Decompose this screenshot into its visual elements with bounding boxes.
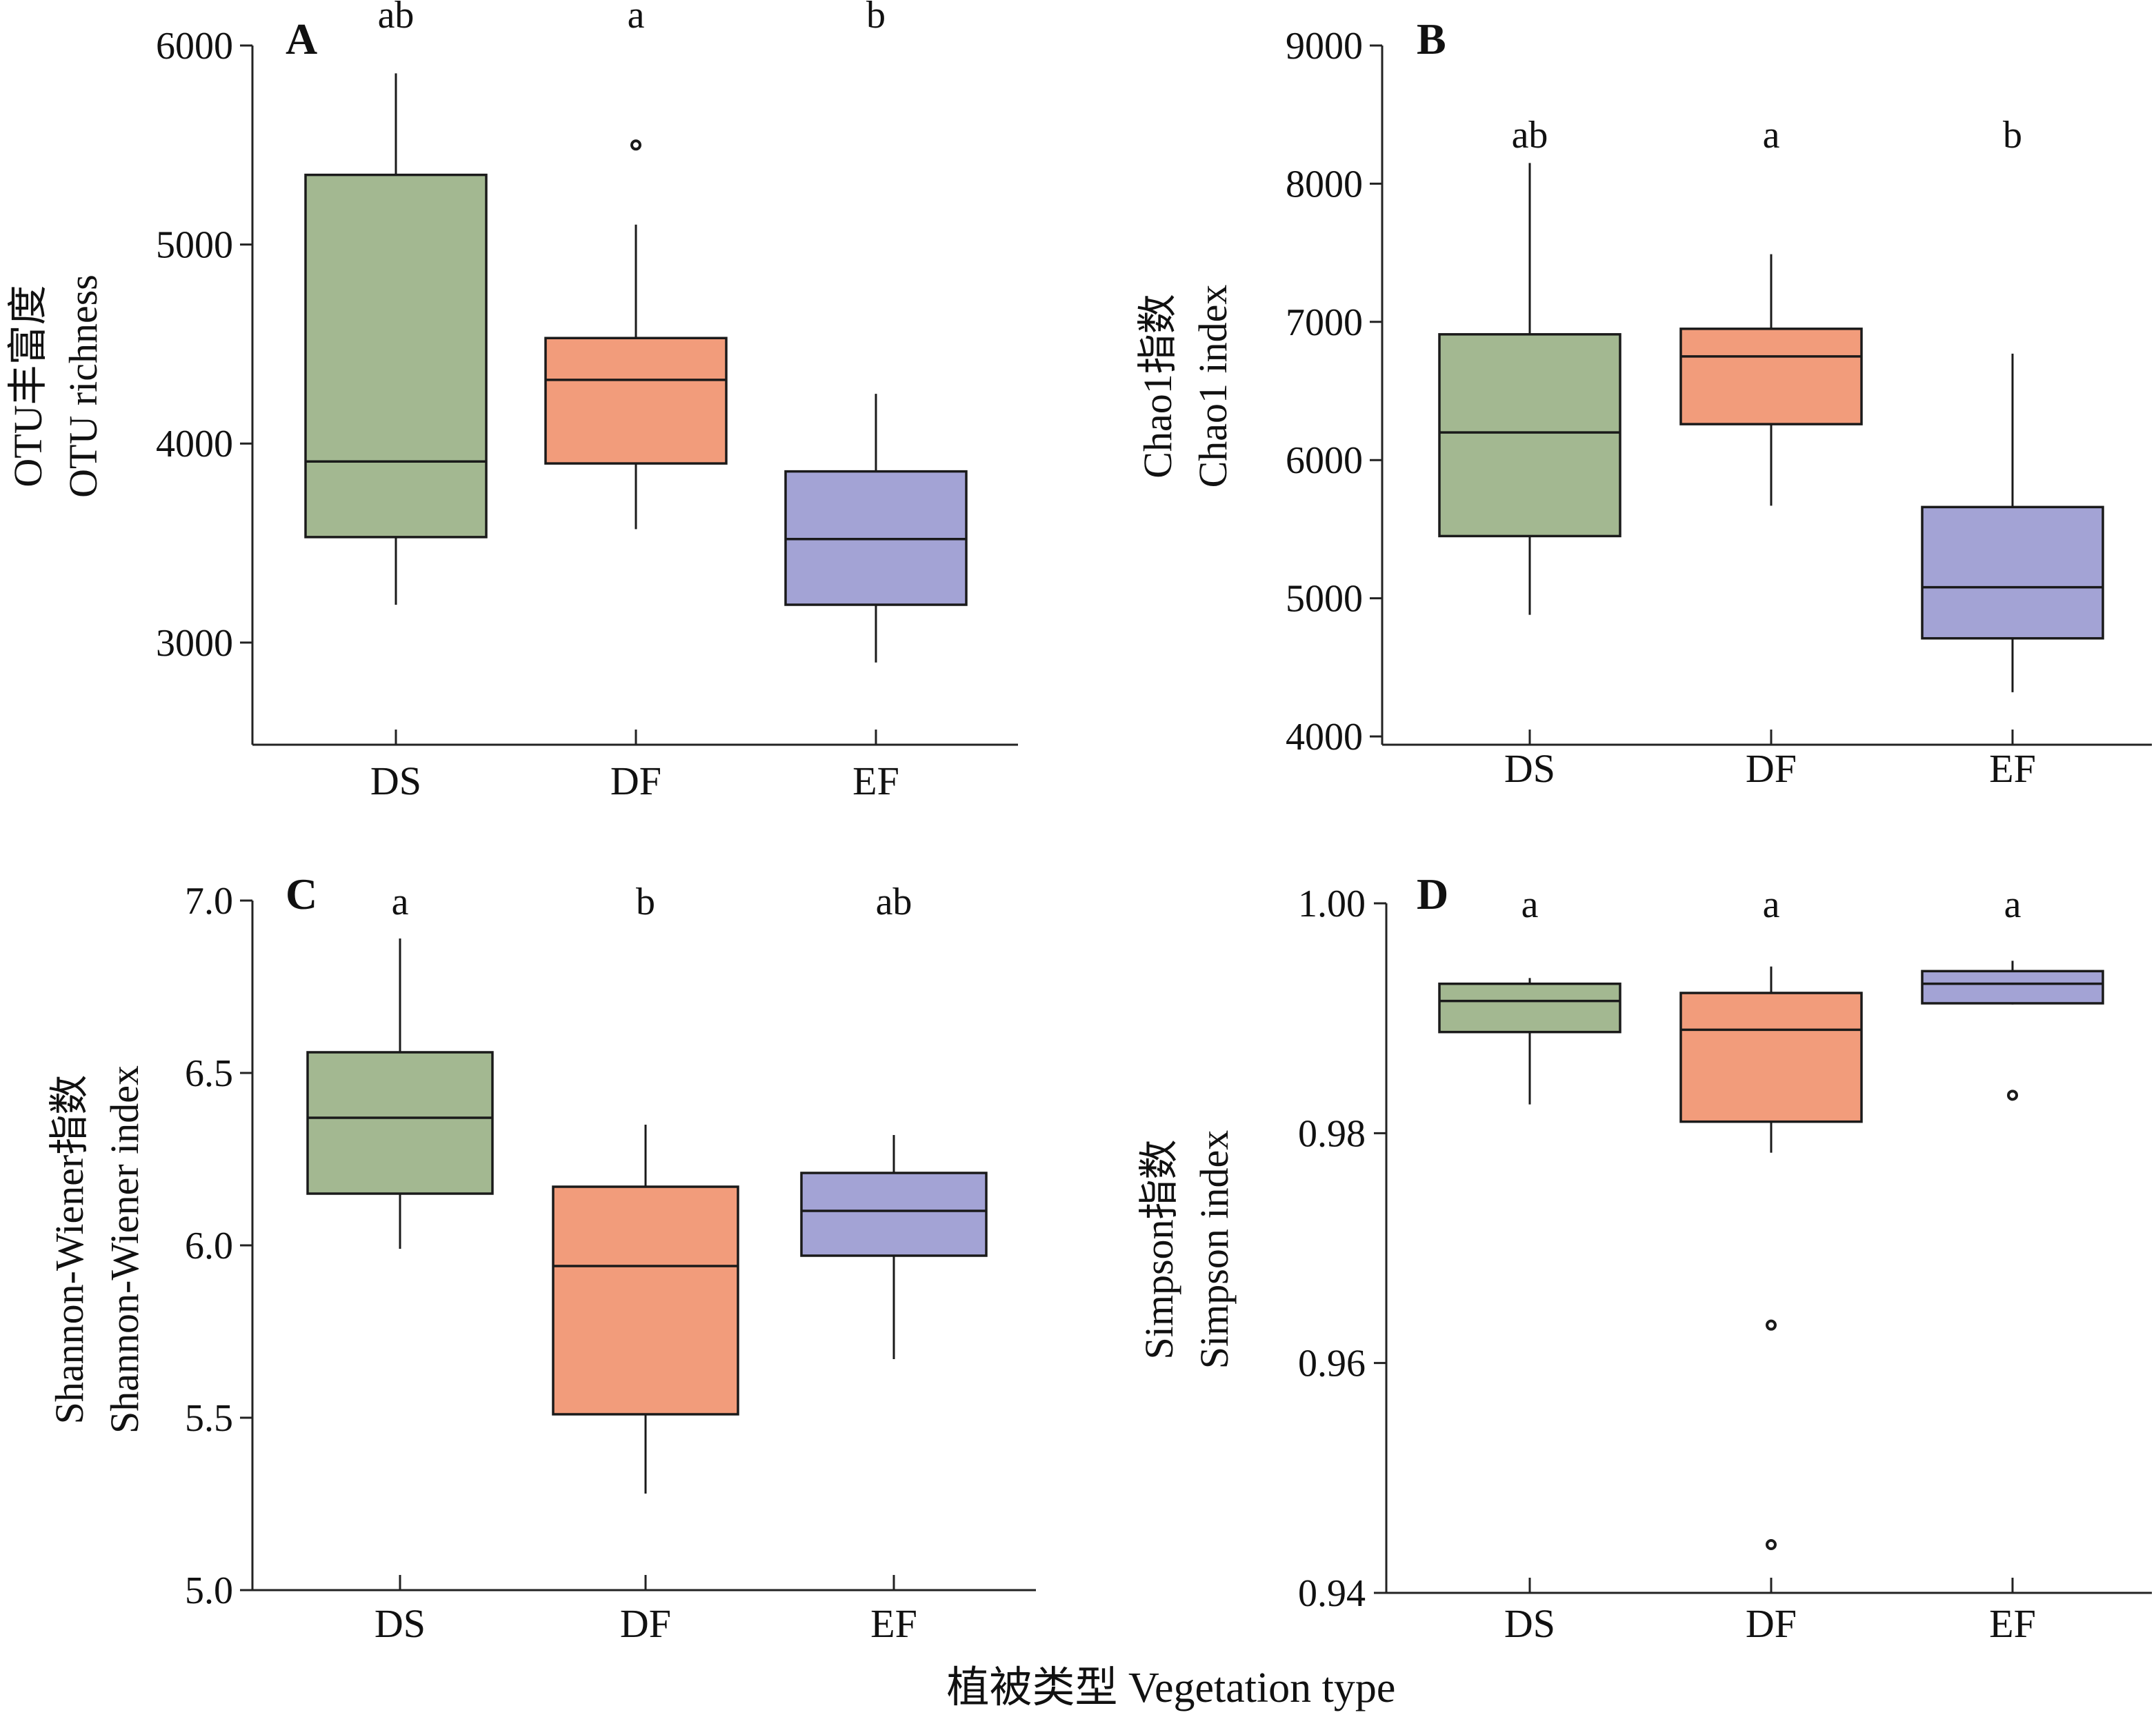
box-ef: b	[1921, 114, 2104, 692]
box-iqr	[552, 1185, 739, 1416]
outlier-point	[1766, 1539, 1777, 1550]
y-tick-label: 6000	[156, 25, 233, 68]
box-iqr	[1679, 992, 1863, 1123]
box-ef: ab	[800, 881, 988, 1359]
y-tick-label: 7.0	[185, 880, 233, 923]
significance-letter: a	[2004, 883, 2022, 926]
y-axis-title-en: Shannon-Wiener index	[102, 1065, 147, 1434]
panel-d: 0.94 0.96 0.98 1.00 DS DF EF D Simpson指数 Simpson …	[1137, 870, 2152, 1646]
y-axis-title-en: OTU richness	[61, 274, 106, 498]
box-df: a	[544, 0, 728, 530]
x-axis-title: 植被类型 Vegetation type	[947, 1665, 1396, 1711]
y-tick-label: 5.0	[185, 1569, 233, 1612]
x-tick-label-ds: DS	[1504, 746, 1555, 791]
y-axis-title-zh: Shannon-Wiener指数	[47, 1075, 92, 1425]
y-tick-label: 5.5	[185, 1397, 233, 1440]
y-tick-label: 4000	[1286, 716, 1363, 759]
box-df: b	[552, 881, 739, 1494]
significance-letter: ab	[1512, 114, 1548, 157]
y-axis-title-zh: Chao1指数	[1135, 294, 1180, 478]
x-tick-label-ds: DS	[370, 759, 421, 803]
box-df: a	[1679, 114, 1863, 506]
box-iqr	[1921, 970, 2104, 1005]
significance-letter: b	[636, 881, 655, 923]
box-ds: a	[1438, 883, 1621, 1105]
significance-letter: a	[392, 881, 409, 923]
panel-letter: B	[1417, 14, 1446, 63]
panel-letter: D	[1417, 870, 1448, 918]
significance-letter: a	[1521, 883, 1539, 926]
box-df: a	[1679, 883, 1863, 1550]
box-ds: a	[306, 881, 494, 1249]
panel-b: 4000 5000 6000 7000 8000 9000 DS DF EF B Chao1指数 Ch…	[1135, 14, 2152, 791]
y-tick-label: 7000	[1286, 301, 1363, 344]
y-tick-label: 6.5	[185, 1052, 233, 1095]
box-iqr	[1438, 333, 1621, 538]
significance-letter: b	[866, 0, 886, 37]
x-tick-label-df: DF	[1746, 746, 1797, 791]
significance-letter: ab	[378, 0, 415, 37]
panel-letter: C	[286, 870, 317, 918]
y-tick-label: 0.96	[1298, 1343, 1366, 1385]
box-iqr	[1438, 982, 1621, 1034]
y-axis-title-en: Chao1 index	[1190, 285, 1235, 488]
y-tick-label: 9000	[1286, 25, 1363, 68]
box-ef: b	[784, 0, 968, 663]
x-tick-label-df: DF	[620, 1601, 671, 1646]
significance-letter: a	[1763, 883, 1780, 926]
y-tick-label: 1.00	[1298, 883, 1366, 925]
x-tick-label-ef: EF	[852, 759, 899, 803]
y-axis-title-en: Simpson index	[1192, 1130, 1237, 1369]
y-tick-label: 6.0	[185, 1225, 233, 1267]
x-tick-label-ef: EF	[870, 1601, 917, 1646]
box-iqr	[544, 337, 728, 465]
outlier-point	[2007, 1090, 2018, 1101]
y-tick-label: 8000	[1286, 163, 1363, 205]
significance-letter: a	[1763, 114, 1780, 157]
x-tick-label-ds: DS	[375, 1601, 426, 1646]
box-iqr	[304, 173, 488, 539]
significance-letter: a	[628, 0, 645, 37]
significance-letter: ab	[876, 881, 912, 923]
box-ds: ab	[304, 0, 488, 605]
x-tick-label-df: DF	[610, 759, 661, 803]
x-tick-label-ef: EF	[1989, 1601, 2036, 1646]
y-tick-label: 5000	[1286, 578, 1363, 621]
y-tick-label: 0.98	[1298, 1112, 1366, 1155]
box-ef: a	[1921, 883, 2104, 1101]
box-iqr	[1679, 328, 1863, 425]
outlier-point	[1766, 1319, 1777, 1331]
x-tick-label-ef: EF	[1989, 746, 2036, 791]
y-tick-label: 0.94	[1298, 1572, 1366, 1615]
y-axis-title-zh: OTU丰富度	[6, 285, 50, 487]
y-tick-label: 6000	[1286, 439, 1363, 482]
y-tick-label: 4000	[156, 423, 233, 465]
box-iqr	[306, 1051, 494, 1195]
outlier-point	[630, 139, 641, 151]
box-iqr	[800, 1172, 988, 1257]
y-axis-title-zh: Simpson指数	[1137, 1139, 1181, 1359]
y-tick-label: 3000	[156, 622, 233, 665]
y-tick-label: 5000	[156, 224, 233, 267]
panel-c: 5.0 5.5 6.0 6.5 7.0 DS DF EF C Shannon-Wiener指数 Sh…	[47, 870, 1036, 1646]
panel-a: 3000 4000 5000 6000 DS DF EF A OTU丰富度 OTU richnes…	[6, 0, 1018, 803]
x-tick-label-df: DF	[1746, 1601, 1797, 1646]
significance-letter: b	[2003, 114, 2022, 157]
box-ds: ab	[1438, 114, 1621, 615]
x-tick-label-ds: DS	[1504, 1601, 1555, 1646]
box-iqr	[1921, 505, 2104, 640]
panel-letter: A	[286, 14, 317, 63]
